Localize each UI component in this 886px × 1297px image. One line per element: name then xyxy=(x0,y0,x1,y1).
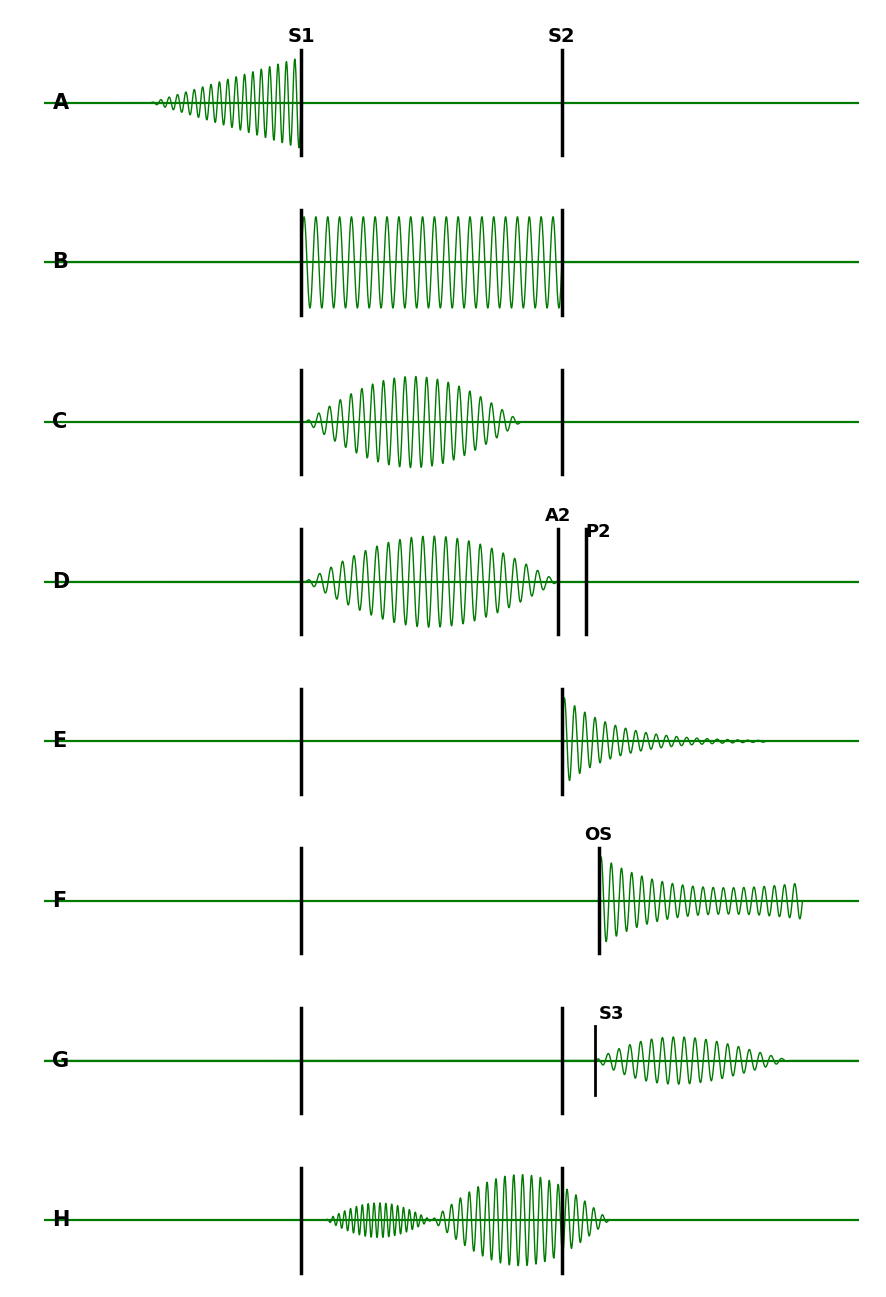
Text: C: C xyxy=(52,412,67,432)
Text: E: E xyxy=(52,732,66,751)
Text: D: D xyxy=(52,572,70,591)
Text: H: H xyxy=(52,1210,70,1230)
Text: S2: S2 xyxy=(548,27,576,45)
Text: B: B xyxy=(52,253,68,272)
Text: OS: OS xyxy=(585,826,613,844)
Text: P2: P2 xyxy=(586,523,611,541)
Text: F: F xyxy=(52,891,66,910)
Text: A: A xyxy=(52,93,68,113)
Text: A2: A2 xyxy=(545,507,571,525)
Text: G: G xyxy=(52,1051,70,1070)
Text: S1: S1 xyxy=(287,27,315,45)
Text: S3: S3 xyxy=(599,1005,624,1023)
